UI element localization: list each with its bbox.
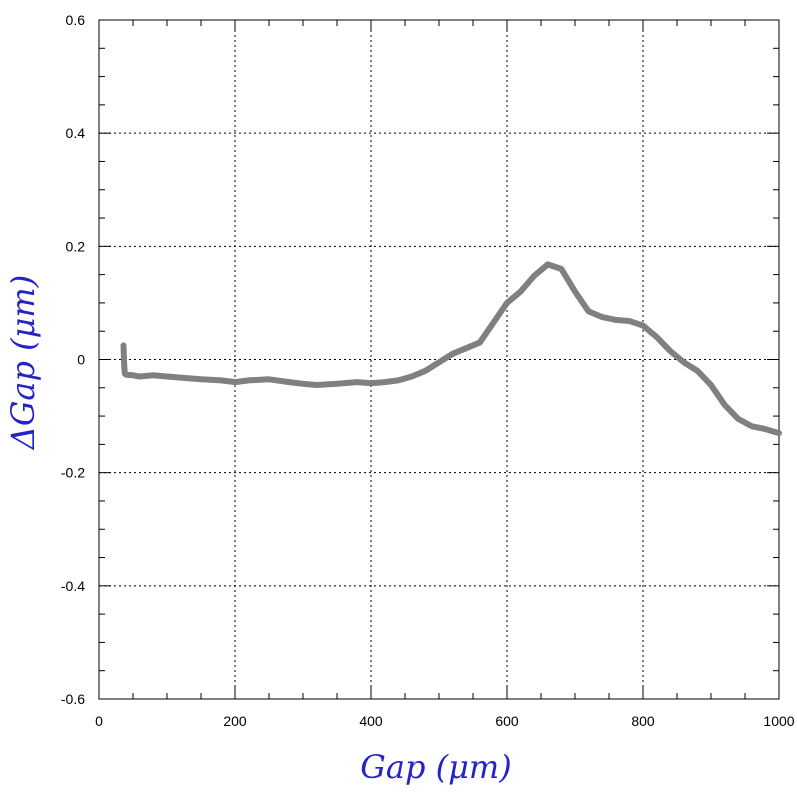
y-tick-label: -0.6 [61,691,85,707]
y-tick-label: -0.4 [61,578,85,594]
y-tick-label: 0.6 [66,12,86,28]
series-layer [120,261,782,437]
data-series-line [120,261,782,437]
x-axis-title: Gap (μm) [360,748,511,786]
x-tick-label: 200 [223,713,247,729]
plot-frame [98,19,780,700]
x-tick-label: 0 [95,713,103,729]
tick-labels: 0 200 400 600 800 1000 -0.6 -0.4 -0.2 0 0.2 0.4 0.6 [61,12,795,729]
x-tick-label: 800 [631,713,655,729]
y-tick-label: 0.4 [66,125,86,141]
y-axis-title: ΔGap (μm) [4,275,42,452]
x-tick-label: 1000 [763,713,794,729]
x-tick-label: 400 [359,713,383,729]
grid-lines [99,20,779,699]
y-tick-label: -0.2 [61,465,85,481]
y-tick-label: 0.2 [66,238,86,254]
x-tick-label: 600 [495,713,519,729]
y-tick-label: 0 [77,352,85,368]
